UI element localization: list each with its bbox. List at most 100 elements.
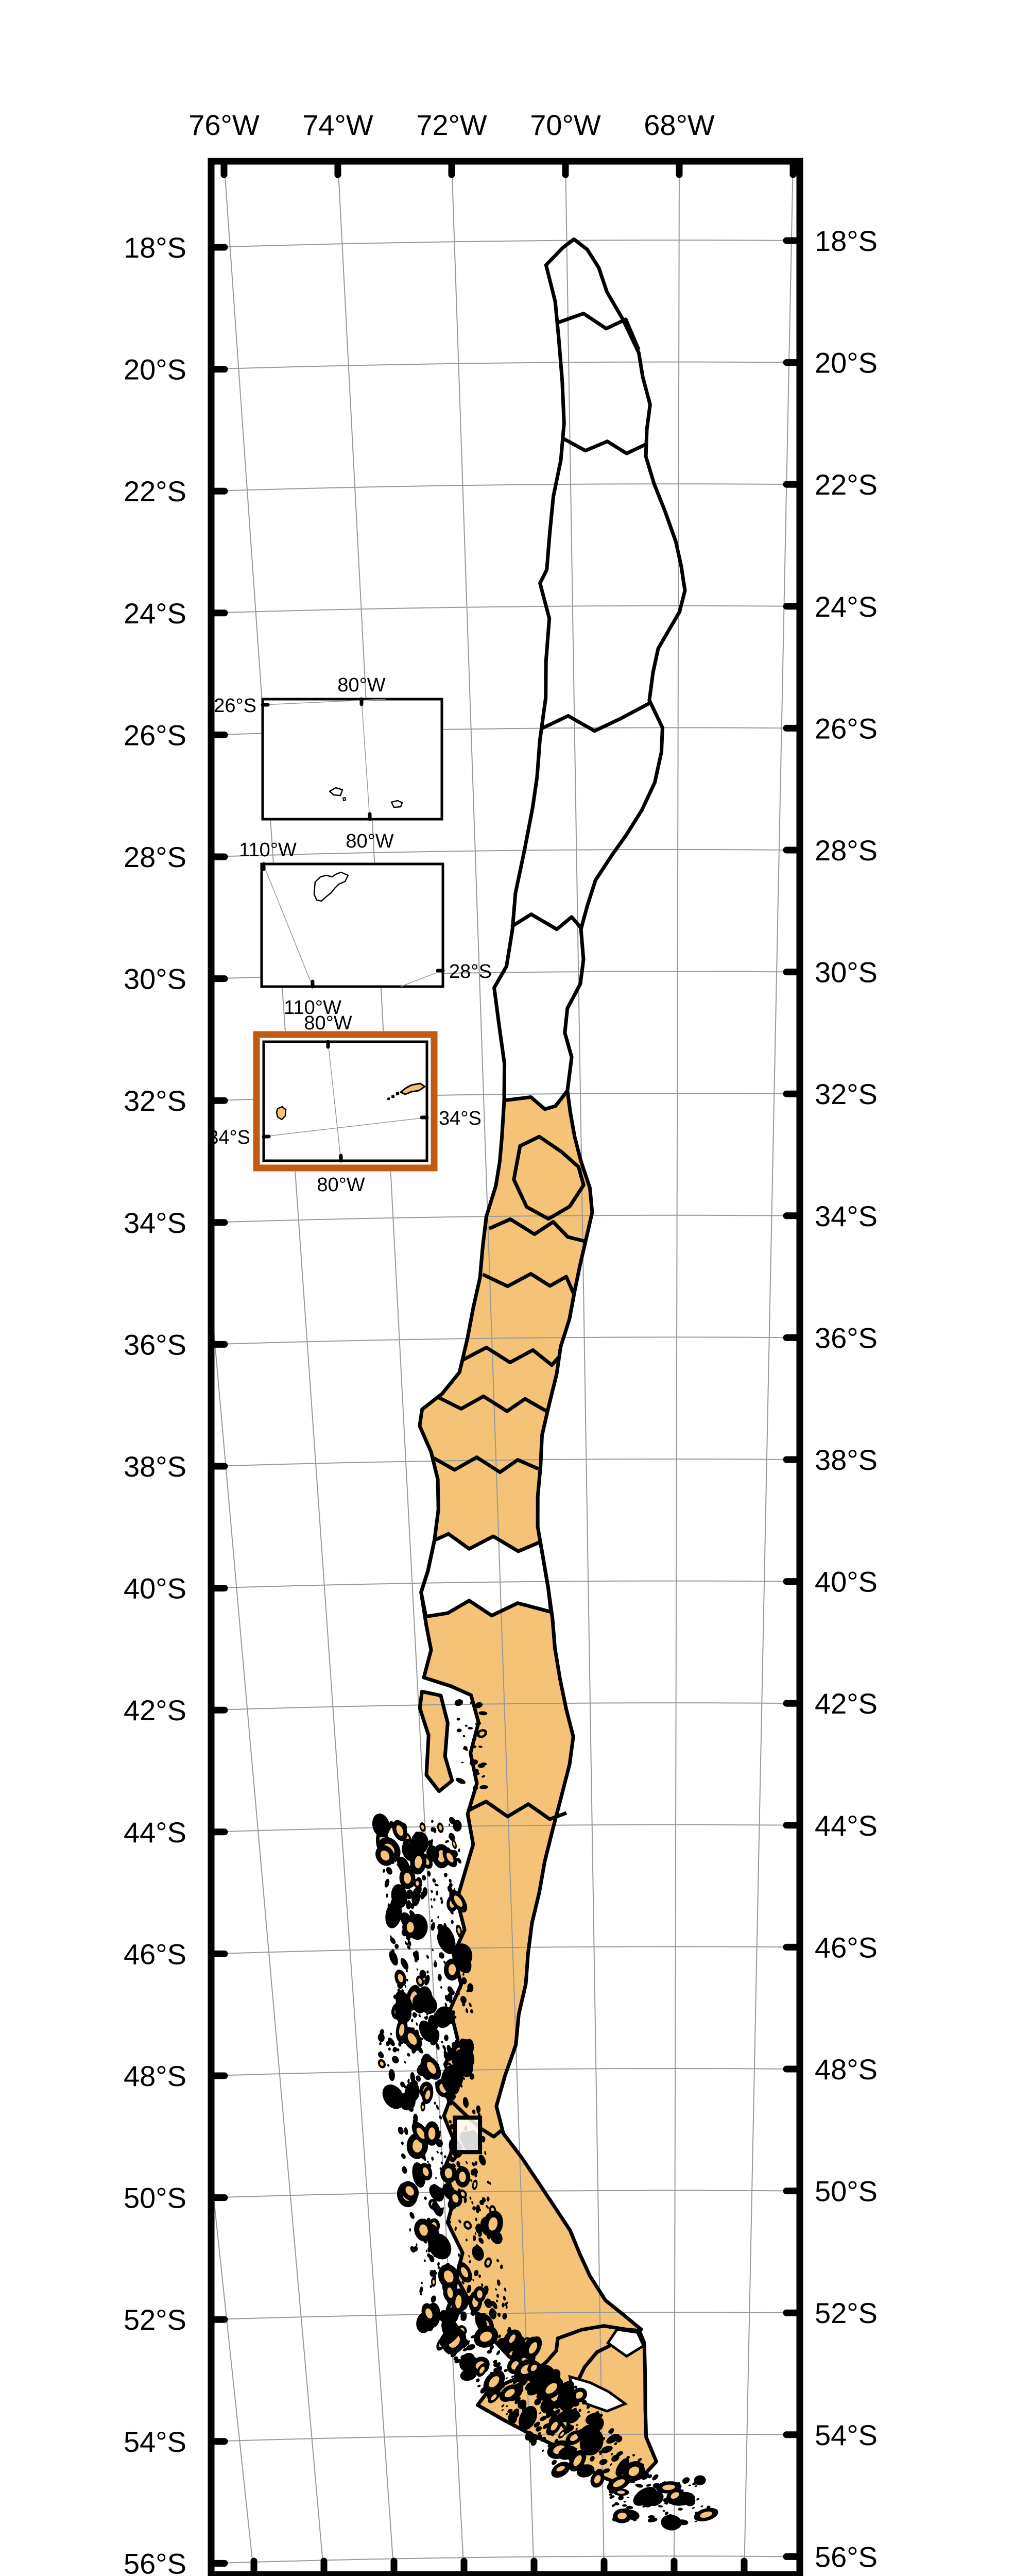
fjord-island-chonos-archipelago (434, 1883, 437, 1887)
fjord-island-chonos-archipelago (433, 1961, 438, 1968)
inset-easter-island-gridline (400, 970, 442, 987)
lat-label-left: 56°S (124, 2547, 186, 2576)
fjord-island-core-navarino-cape-horn (671, 2492, 679, 2499)
fjord-island-chonos-archipelago (406, 1970, 408, 1973)
fjord-island-core-penas-to-strait (432, 2279, 435, 2284)
fjord-island-navarino-cape-horn (635, 2483, 643, 2488)
inset-easter-island-gridline (263, 865, 313, 987)
region-fill-losrios-white (421, 1534, 551, 1617)
fjord-island-core-penas-to-strait (427, 2061, 436, 2074)
fjord-island-chonos-archipelago (412, 1994, 426, 2014)
lat-label-right: 34°S (815, 1200, 878, 1232)
fjord-island-core-tdf-west-archipelago (556, 2466, 565, 2472)
fjord-island-tdf-west-archipelago (611, 2452, 613, 2455)
graticule-parallel-40s (211, 1580, 800, 1589)
fjord-island-penas-to-strait (388, 2069, 395, 2081)
fjord-island-penas-to-strait (440, 2161, 443, 2164)
fjord-island-navarino-cape-horn (706, 2505, 711, 2509)
fjord-island-corcovado-gulf-islets (470, 1759, 477, 1766)
inset-desventuradas-island (329, 787, 343, 796)
fjord-island-chonos-archipelago (449, 1883, 453, 1888)
fjord-island-tdf-west-archipelago (528, 2433, 538, 2443)
fjord-island-core-navarino-cape-horn (662, 2484, 675, 2490)
fjord-island-corcovado-gulf-islets (478, 1745, 483, 1748)
fjord-island-chonos-archipelago (421, 1875, 426, 1881)
fjord-island-penas-to-strait (416, 2075, 421, 2082)
fjord-island-penas-to-strait (419, 2286, 423, 2294)
fjord-island-tdf-west-archipelago (439, 2325, 461, 2346)
lat-label-left: 42°S (124, 1694, 186, 1726)
lat-label-left: 54°S (124, 2426, 186, 2458)
fjord-island-penas-to-strait (390, 2032, 392, 2036)
fjord-island-penas-to-strait (419, 2020, 435, 2042)
fjord-island-tdf-west-archipelago (514, 2396, 521, 2404)
fjord-island-penas-to-strait (478, 2155, 486, 2166)
fjord-island-penas-to-strait (474, 2232, 476, 2235)
fjord-island-tdf-west-archipelago (525, 2430, 528, 2433)
fjord-island-core-tdf-west-archipelago (530, 2364, 537, 2371)
fjord-island-penas-to-strait (475, 2217, 477, 2222)
fjord-island-chonos-archipelago (403, 1961, 407, 1967)
fjord-island-chonos-archipelago (407, 1945, 411, 1950)
fjord-island-tdf-west-archipelago (575, 2424, 578, 2426)
fjord-island-penas-to-strait (423, 2259, 426, 2262)
graticule-meridian-80w (211, 2174, 254, 2575)
fjord-island-penas-to-strait (456, 2161, 460, 2167)
fjord-island-penas-to-strait (416, 2243, 418, 2246)
lat-label-right: 26°S (815, 712, 878, 744)
graticule-meridian-74w (337, 161, 465, 2575)
fjord-island-tdf-west-archipelago (502, 2385, 505, 2388)
inset-juan-fernandez-frame (262, 1040, 428, 1162)
fjord-island-core-chonos-archipelago (418, 1978, 422, 1984)
fjord-island-navarino-cape-horn (646, 2484, 651, 2487)
fjord-island-penas-to-strait (453, 2049, 463, 2070)
fjord-island-tdf-west-archipelago (498, 2334, 501, 2338)
fjord-island-core-chonos-archipelago (416, 1881, 419, 1886)
fjord-island-penas-to-strait (484, 2151, 487, 2155)
fjord-island-core-chonos-archipelago (380, 1850, 390, 1861)
fjord-island-corcovado-gulf-islets (469, 1756, 473, 1758)
inset-desventuradas-frame (261, 698, 443, 821)
fjord-island-core-penas-to-strait (460, 2192, 465, 2196)
fjord-island-chonos-archipelago (386, 1893, 388, 1898)
fjord-island-tdf-west-archipelago (507, 2409, 513, 2413)
fjord-island-penas-to-strait (461, 2281, 463, 2283)
fjord-island-penas-to-strait (474, 2161, 478, 2166)
fjord-island-tdf-west-archipelago (551, 2413, 555, 2417)
inset-juan-fernandez-island (396, 1091, 400, 1096)
fjord-island-chonos-archipelago (396, 2005, 412, 2024)
fjord-island-tdf-west-archipelago (527, 2381, 544, 2396)
fjord-island-corcovado-gulf-islets (472, 1786, 478, 1790)
fjord-island-chonos-archipelago (406, 1900, 411, 1910)
inset-desventuradas-gridline (262, 699, 387, 705)
fjord-island-tdf-west-archipelago (576, 2464, 595, 2478)
fjord-island-corcovado-gulf-islets (475, 1702, 483, 1708)
fjord-island-chonos-archipelago (445, 1840, 448, 1843)
fjord-island-chonos-archipelago (431, 1922, 436, 1931)
fjord-island-penas-to-strait (486, 2205, 489, 2209)
fjord-island-tdf-west-archipelago (615, 2458, 630, 2477)
inset-juan-fernandez-gridline (263, 1117, 427, 1137)
fjord-island-navarino-cape-horn (658, 2505, 663, 2507)
fjord-island-chonos-archipelago (410, 1832, 429, 1854)
fjord-island-penas-to-strait (429, 2269, 435, 2277)
fjord-island-tdf-west-archipelago (610, 2430, 614, 2434)
graticule-parallel-22s (211, 483, 800, 492)
fjord-island-core-penas-to-strait (466, 2223, 470, 2228)
lat-label-left: 24°S (124, 597, 186, 630)
fjord-island-navarino-cape-horn (623, 2501, 626, 2503)
fjord-island-chonos-archipelago (437, 1930, 456, 1955)
fjord-island-chonos-archipelago (439, 1952, 444, 1959)
fjord-island-chonos-archipelago (437, 1974, 442, 1981)
losrios-outline (419, 1532, 553, 1619)
fjord-island-tdf-west-archipelago (501, 2409, 504, 2412)
fjord-island-penas-to-strait (404, 2061, 406, 2064)
fjord-island-penas-to-strait (428, 2233, 452, 2260)
fjord-island-chonos-archipelago (460, 1996, 467, 2004)
fjord-island-tdf-west-archipelago (466, 2344, 475, 2351)
fjord-island-chonos-archipelago (426, 1845, 439, 1862)
fjord-island-tdf-west-archipelago (505, 2377, 508, 2380)
fjord-island-chonos-archipelago (462, 2002, 466, 2007)
fjord-island-penas-to-strait (469, 2196, 472, 2200)
